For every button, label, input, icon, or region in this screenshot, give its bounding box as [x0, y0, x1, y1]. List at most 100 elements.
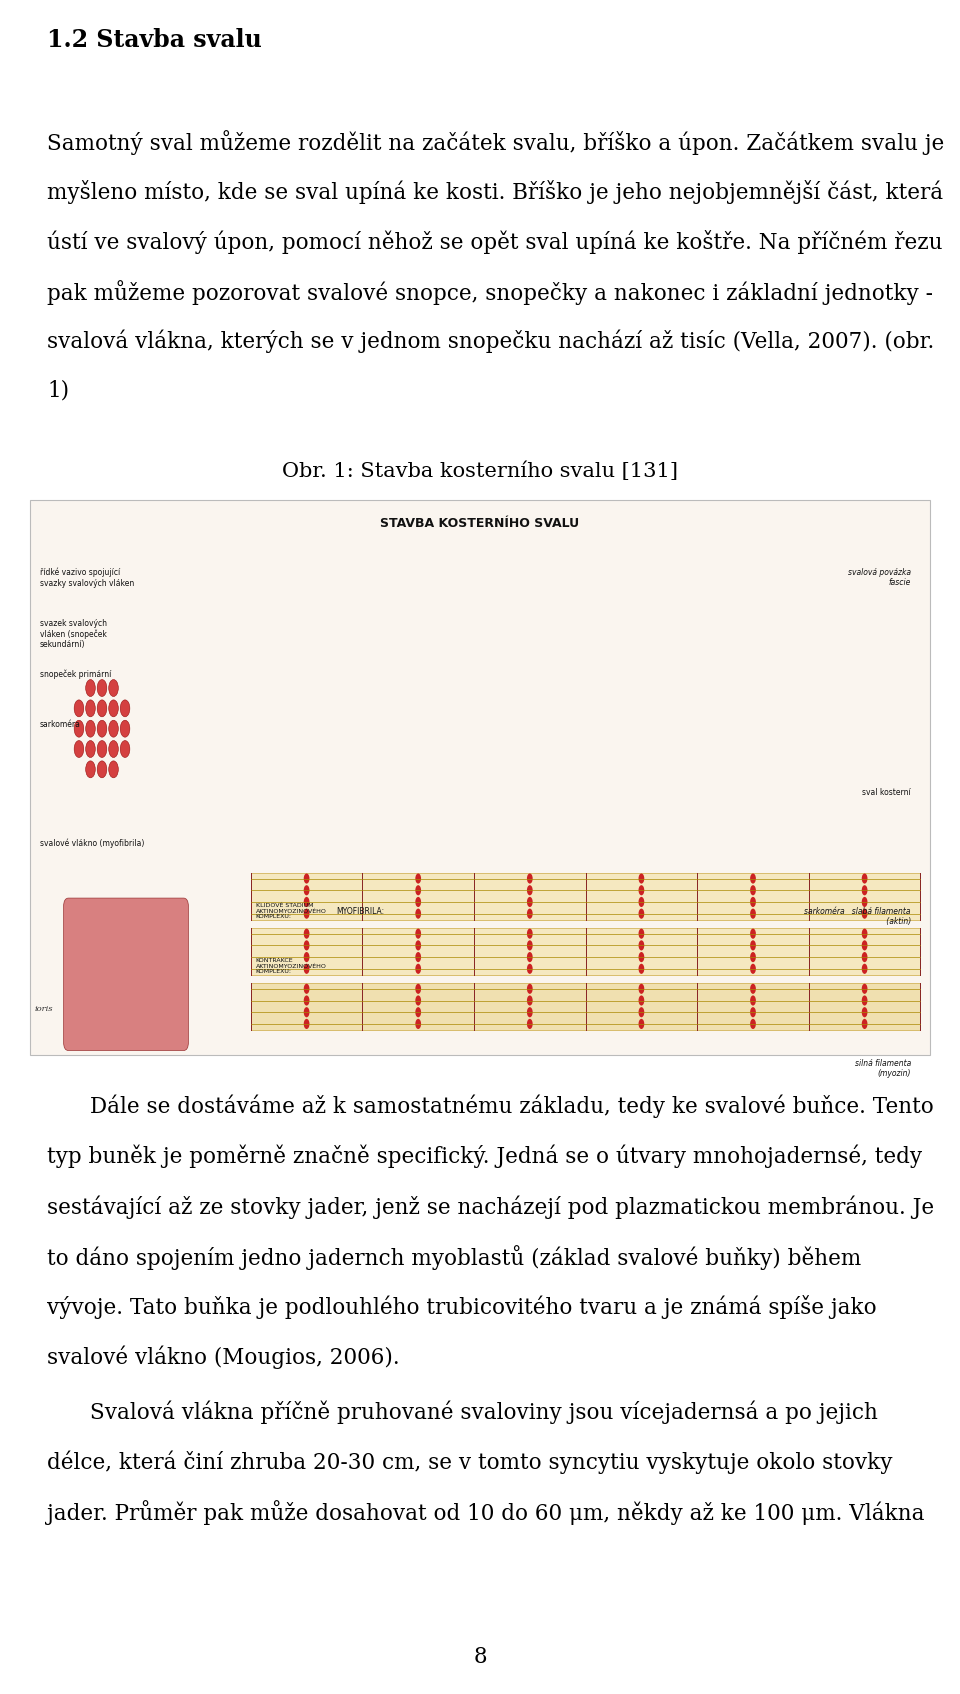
Circle shape [638, 886, 644, 896]
Circle shape [862, 996, 868, 1006]
Circle shape [750, 886, 756, 896]
Circle shape [750, 1018, 756, 1028]
Circle shape [750, 896, 756, 906]
Circle shape [527, 886, 533, 896]
Text: 1.2 Stavba svalu: 1.2 Stavba svalu [47, 29, 262, 53]
Circle shape [416, 886, 421, 896]
Circle shape [108, 700, 118, 717]
Text: Obr. 1: Stavba kosterního svalu [131]: Obr. 1: Stavba kosterního svalu [131] [282, 462, 678, 481]
Circle shape [750, 996, 756, 1006]
Circle shape [638, 874, 644, 884]
Circle shape [527, 964, 533, 974]
Circle shape [527, 896, 533, 906]
Text: Svalová vlákna příčně pruhované svaloviny jsou vícejadernsá a po jejich: Svalová vlákna příčně pruhované svalovin… [90, 1399, 878, 1423]
Circle shape [74, 700, 84, 717]
Text: KONTRAKCE
AKTINOMYOZINOVÉHO
KOMPLEXU:: KONTRAKCE AKTINOMYOZINOVÉHO KOMPLEXU: [255, 957, 326, 974]
Circle shape [638, 940, 644, 950]
Text: svalová vlákna, kterých se v jednom snopečku nachází až tisíc (Vella, 2007). (ob: svalová vlákna, kterých se v jednom snop… [47, 330, 934, 354]
Circle shape [303, 940, 309, 950]
Circle shape [416, 984, 421, 994]
Circle shape [303, 874, 309, 884]
Circle shape [862, 1008, 868, 1018]
Circle shape [862, 984, 868, 994]
Circle shape [750, 908, 756, 918]
Circle shape [416, 940, 421, 950]
Circle shape [862, 896, 868, 906]
Circle shape [638, 896, 644, 906]
Circle shape [638, 908, 644, 918]
Circle shape [638, 928, 644, 938]
Circle shape [303, 1008, 309, 1018]
Text: 8: 8 [473, 1647, 487, 1669]
Circle shape [638, 1008, 644, 1018]
Circle shape [416, 874, 421, 884]
Circle shape [97, 761, 107, 778]
Circle shape [303, 1018, 309, 1028]
Circle shape [416, 964, 421, 974]
Circle shape [527, 940, 533, 950]
Text: KLIDOVÉ STADIUM
AKTINOMYOZINOVÉHO
KOMPLEXU:: KLIDOVÉ STADIUM AKTINOMYOZINOVÉHO KOMPLE… [255, 903, 326, 920]
Circle shape [750, 928, 756, 938]
Text: jader. Průměr pak může dosahovat od 10 do 60 μm, někdy až ke 100 μm. Vlákna: jader. Průměr pak může dosahovat od 10 d… [47, 1499, 924, 1525]
Text: svazek svalových
vláken (snopeček
sekundární): svazek svalových vláken (snopeček sekund… [39, 618, 107, 649]
Circle shape [527, 952, 533, 962]
Circle shape [527, 1018, 533, 1028]
Text: ústí ve svalový úpon, pomocí něhož se opět sval upíná ke koštře. Na příčném řezu: ústí ve svalový úpon, pomocí něhož se op… [47, 230, 943, 254]
Circle shape [303, 964, 309, 974]
Circle shape [416, 908, 421, 918]
Text: snopeček primární: snopeček primární [39, 669, 111, 679]
Circle shape [416, 1018, 421, 1028]
Circle shape [416, 952, 421, 962]
Circle shape [303, 908, 309, 918]
Circle shape [303, 928, 309, 938]
Circle shape [85, 761, 95, 778]
Text: sarkoméra   slabá filamenta
              (aktin): sarkoméra slabá filamenta (aktin) [804, 906, 911, 927]
Text: Samotný sval můžeme rozdělit na začátek svalu, bříško a úpon. Začátkem svalu je: Samotný sval můžeme rozdělit na začátek … [47, 130, 945, 154]
Circle shape [97, 700, 107, 717]
Text: to dáno spojením jedno jadernch myoblastů (základ svalové buňky) během: to dáno spojením jedno jadernch myoblast… [47, 1245, 861, 1270]
Circle shape [862, 1018, 868, 1028]
Circle shape [527, 908, 533, 918]
Circle shape [416, 928, 421, 938]
Text: délce, která činí zhruba 20-30 cm, se v tomto syncytiu vyskytuje okolo stovky: délce, která činí zhruba 20-30 cm, se v … [47, 1450, 893, 1474]
Circle shape [85, 720, 95, 737]
Circle shape [862, 940, 868, 950]
Text: vývoje. Tato buňka je podlouhlého trubicovitého tvaru a je známá spíše jako: vývoje. Tato buňka je podlouhlého trubic… [47, 1294, 876, 1320]
Circle shape [638, 964, 644, 974]
Text: sval kosterní: sval kosterní [862, 788, 911, 796]
Circle shape [638, 984, 644, 994]
Circle shape [74, 720, 84, 737]
Circle shape [862, 952, 868, 962]
Text: silná filamenta
(myozin): silná filamenta (myozin) [854, 1059, 911, 1079]
Text: svalová povázka
fascie: svalová povázka fascie [848, 567, 911, 588]
Circle shape [303, 996, 309, 1006]
Text: STAVBA KOSTERNÍHO SVALU: STAVBA KOSTERNÍHO SVALU [380, 517, 580, 530]
Circle shape [85, 740, 95, 757]
Circle shape [862, 964, 868, 974]
Circle shape [527, 928, 533, 938]
FancyBboxPatch shape [63, 898, 188, 1050]
Circle shape [527, 996, 533, 1006]
Text: 1): 1) [47, 379, 69, 401]
Circle shape [108, 740, 118, 757]
Circle shape [416, 996, 421, 1006]
Circle shape [120, 740, 130, 757]
Circle shape [120, 720, 130, 737]
Circle shape [108, 679, 118, 696]
Text: pak můžeme pozorovat svalové snopce, snopečky a nakonec i základní jednotky -: pak můžeme pozorovat svalové snopce, sno… [47, 280, 933, 305]
Circle shape [108, 761, 118, 778]
Circle shape [862, 874, 868, 884]
Circle shape [97, 740, 107, 757]
Circle shape [416, 896, 421, 906]
Circle shape [416, 1008, 421, 1018]
Text: řídké vazivo spojující
svazky svalových vláken: řídké vazivo spojující svazky svalových … [39, 567, 133, 588]
Circle shape [527, 1008, 533, 1018]
Text: MYOFIBRILA:: MYOFIBRILA: [336, 906, 384, 915]
Circle shape [97, 720, 107, 737]
Circle shape [750, 952, 756, 962]
Circle shape [527, 984, 533, 994]
Circle shape [303, 984, 309, 994]
Circle shape [527, 874, 533, 884]
Circle shape [862, 908, 868, 918]
Circle shape [638, 952, 644, 962]
